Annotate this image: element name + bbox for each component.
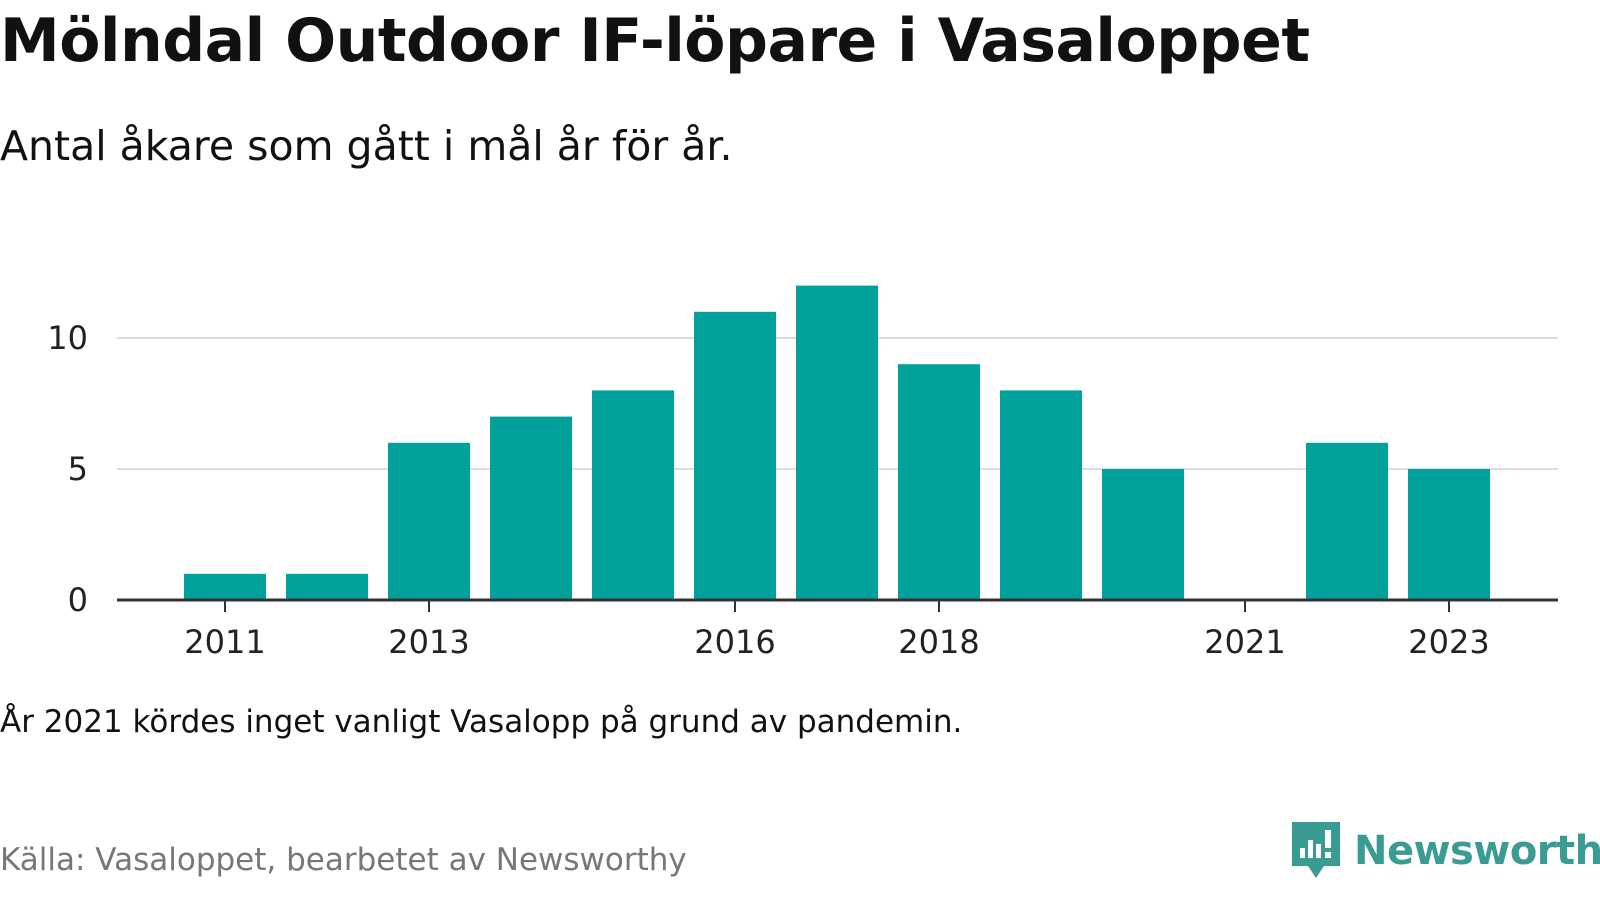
y-tick-label: 0 — [68, 581, 88, 619]
source-credit: Källa: Vasaloppet, bearbetet av Newswort… — [0, 842, 687, 878]
bar — [796, 285, 878, 600]
y-tick-label: 5 — [68, 450, 88, 488]
bar-chart-bubble-icon — [1292, 822, 1340, 878]
x-tick-label: 2013 — [388, 623, 469, 661]
chart-note: År 2021 kördes inget vanligt Vasalopp på… — [0, 704, 963, 740]
bar — [1000, 390, 1082, 600]
bar — [1408, 469, 1490, 600]
bar — [286, 573, 368, 600]
y-tick-label: 10 — [47, 319, 88, 357]
bar — [1306, 442, 1388, 600]
chart-title: Mölndal Outdoor IF-löpare i Vasaloppet — [0, 6, 1310, 76]
x-tick-label: 2016 — [694, 623, 775, 661]
x-tick-label: 2023 — [1408, 623, 1489, 661]
bar — [184, 573, 266, 600]
newsworthy-logo: Newsworthy — [1290, 820, 1600, 882]
x-tick-label: 2021 — [1204, 623, 1285, 661]
bar — [898, 364, 980, 600]
x-tick-label: 2018 — [898, 623, 979, 661]
bar — [592, 390, 674, 600]
brand-name: Newsworthy — [1354, 828, 1600, 874]
bar — [1102, 469, 1184, 600]
chart-subtitle: Antal åkare som gått i mål år för år. — [0, 122, 733, 170]
bar — [388, 442, 470, 600]
bar — [694, 311, 776, 600]
bar-chart: 0 5 10 2011 2013 2016 2018 2021 2023 — [47, 285, 1558, 661]
bar — [490, 416, 572, 600]
bars — [184, 285, 1490, 600]
axes: 0 5 10 2011 2013 2016 2018 2021 2023 — [47, 319, 1558, 661]
x-tick-label: 2011 — [184, 623, 265, 661]
